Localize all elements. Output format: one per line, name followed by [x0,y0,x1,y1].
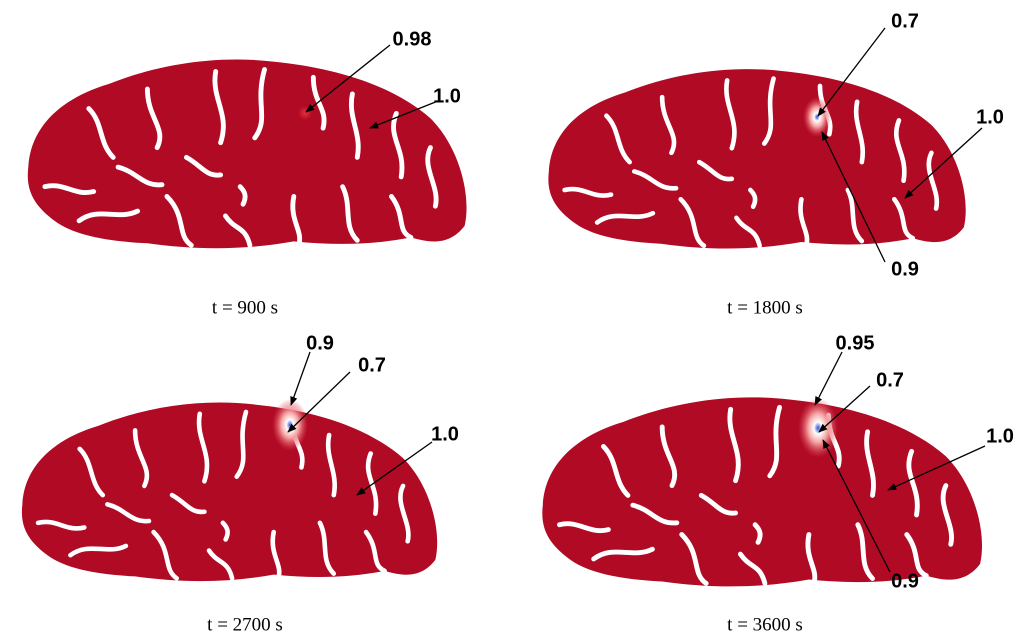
arrow [818,385,871,433]
caption: t = 3600 s [727,614,803,635]
arrow [290,351,311,406]
caption: t = 900 s [212,297,278,318]
value-label: 1.0 [986,425,1014,447]
arrow [356,441,433,496]
value-label: 1.0 [431,423,459,445]
arrow [817,27,886,117]
arrow [287,371,351,433]
arrow [821,131,886,263]
value-label: 0.7 [891,10,919,32]
value-label: 0.9 [306,332,334,354]
caption: t = 1800 s [727,297,803,318]
value-label: 0.7 [876,369,904,391]
value-label: 0.9 [891,258,919,280]
value-label: 0.9 [891,570,919,592]
arrow [369,100,439,129]
arrow [814,351,843,406]
value-label: 0.7 [358,354,386,376]
caption: t = 2700 s [207,614,283,635]
arrow [904,127,983,199]
brains [22,60,982,587]
arrow [305,44,391,113]
arrow [887,445,986,491]
value-label: 1.0 [433,85,461,107]
value-label: 1.0 [976,106,1004,128]
value-label: 0.95 [836,332,875,354]
arrow [822,439,891,573]
value-label: 0.98 [393,28,432,50]
